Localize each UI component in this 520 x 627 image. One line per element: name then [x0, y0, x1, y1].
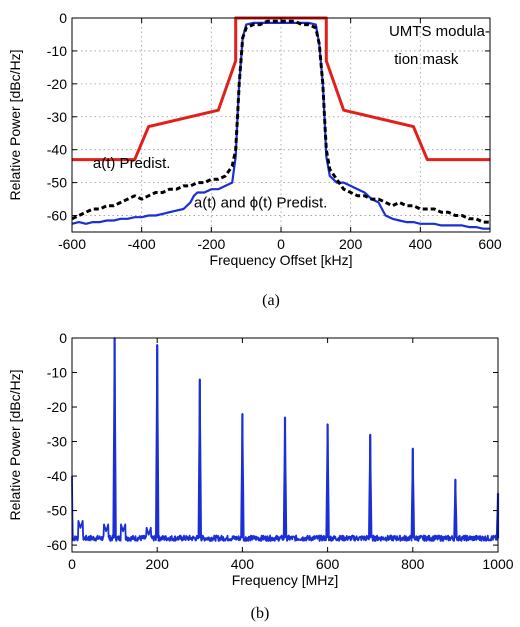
- chart-a-xtick-label: 600: [478, 236, 502, 252]
- annotation-a-predist: a(t) Predist.: [93, 155, 171, 172]
- chart-b-xtick-label: 800: [401, 556, 425, 572]
- chart-a-ytick-label: -20: [47, 76, 67, 92]
- chart-b-ytick-label: -30: [47, 434, 67, 450]
- chart-b-ytick-label: -10: [47, 365, 67, 381]
- chart-a-ytick-label: -40: [47, 142, 67, 158]
- chart-a-ytick-label: 0: [59, 10, 67, 26]
- chart-a-xtick-label: -600: [58, 236, 86, 252]
- chart-a-xtick-label: 0: [277, 236, 285, 252]
- chart-b-xtick-label: 200: [146, 556, 170, 572]
- chart-b-xlabel: Frequency [MHz]: [232, 572, 339, 588]
- caption-b: (b): [251, 605, 270, 622]
- chart-a-xtick-label: 400: [409, 236, 433, 252]
- chart-b-xtick-label: 600: [316, 556, 340, 572]
- annotation-mask-line1: UMTS modula-: [389, 23, 490, 40]
- chart-a-ytick-label: -60: [47, 208, 67, 224]
- chart-a-xtick-label: -400: [128, 236, 156, 252]
- chart-b-xtick-label: 0: [68, 556, 76, 572]
- chart-b-xtick-label: 400: [231, 556, 255, 572]
- chart-b-ytick-label: -40: [47, 468, 67, 484]
- chart-a-ytick-label: -30: [47, 109, 67, 125]
- caption-a: (a): [262, 292, 280, 309]
- chart-a-ticks: -600 -400 -200 0 200 400 600 0 -10 -20 -30 -40 -50 -6…: [47, 10, 502, 252]
- chart-a-ytick-label: -50: [47, 175, 67, 191]
- chart-b-ytick-label: -60: [47, 537, 67, 553]
- chart-a-xtick-label: 200: [339, 236, 363, 252]
- chart-a: -600 -400 -200 0 200 400 600 0 -10 -20 -30 -40 -50 -6…: [7, 10, 502, 309]
- chart-b-ticks: 0 200 400 600 800 1000 0 -10 -20 -30 -40 -50 -60: [47, 330, 514, 572]
- annotation-a-phi-predist: a(t) and ϕ(t) Predist.: [194, 194, 327, 211]
- chart-a-xlabel: Frequency Offset [kHz]: [210, 252, 353, 268]
- chart-a-ylabel: Relative Power [dBc/Hz]: [7, 50, 23, 201]
- chart-a-xtick-label: -200: [197, 236, 225, 252]
- chart-b-ytick-label: 0: [59, 330, 67, 346]
- chart-b-ylabel: Relative Power [dBc/Hz]: [7, 370, 23, 521]
- chart-b: 0 200 400 600 800 1000 0 -10 -20 -30 -40 -50 -60 Fre…: [7, 330, 514, 622]
- chart-b-series: [71, 337, 500, 542]
- chart-a-ytick-label: -10: [47, 43, 67, 59]
- chart-b-frame: [71, 337, 499, 553]
- chart-b-ytick-label: -50: [47, 503, 67, 519]
- annotation-mask-line2: tion mask: [394, 51, 459, 68]
- chart-b-xtick-label: 1000: [482, 556, 513, 572]
- chart-b-ytick-label: -20: [47, 399, 67, 415]
